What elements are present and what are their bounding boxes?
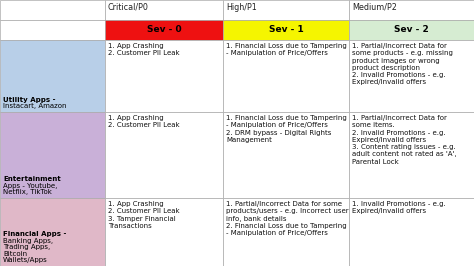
Bar (349, 0, 474, 20)
Bar (223, 20, 349, 40)
Bar (0, 0, 105, 20)
Bar (105, 198, 223, 266)
Text: 1. Partial/Incorrect Data for some
products/users - e.g. Incorrect user
info, ba: 1. Partial/Incorrect Data for some produ… (226, 201, 348, 236)
Bar (223, 0, 349, 20)
Bar (0, 40, 105, 112)
Text: Trading Apps,: Trading Apps, (3, 244, 50, 251)
Text: Critical/P0: Critical/P0 (108, 3, 149, 12)
Text: 1. App Crashing
2. Customer PII Leak: 1. App Crashing 2. Customer PII Leak (108, 115, 180, 128)
Bar (0, 20, 105, 40)
Text: Utility Apps -: Utility Apps - (3, 97, 55, 103)
Text: Medium/P2: Medium/P2 (352, 3, 397, 12)
Text: Sev - 1: Sev - 1 (269, 26, 303, 35)
Bar (349, 40, 474, 112)
Text: Entertainment: Entertainment (3, 176, 61, 182)
Bar (349, 198, 474, 266)
Bar (105, 20, 223, 40)
Text: Netflix, TikTok: Netflix, TikTok (3, 189, 52, 196)
Text: 1. App Crashing
2. Customer PII Leak: 1. App Crashing 2. Customer PII Leak (108, 43, 180, 56)
Text: 1. Partial/Incorrect Data for
some items.
2. Invalid Promotions - e.g.
Expired/I: 1. Partial/Incorrect Data for some items… (352, 115, 456, 164)
Text: 1. Partial/Incorrect Data for
some products - e.g. missing
product images or wro: 1. Partial/Incorrect Data for some produ… (352, 43, 453, 85)
Text: 1. Invalid Promotions - e.g.
Expired/Invalid offers: 1. Invalid Promotions - e.g. Expired/Inv… (352, 201, 446, 214)
Bar (349, 20, 474, 40)
Bar (349, 112, 474, 198)
Text: Banking Apps,: Banking Apps, (3, 238, 53, 244)
Bar (0, 198, 105, 266)
Bar (105, 40, 223, 112)
Text: Financial Apps -: Financial Apps - (3, 231, 66, 238)
Bar (223, 112, 349, 198)
Text: 1. App Crashing
2. Customer PII Leak
3. Tamper Financial
Transactions: 1. App Crashing 2. Customer PII Leak 3. … (108, 201, 180, 229)
Bar (105, 112, 223, 198)
Bar (105, 0, 223, 20)
Text: Bitcoin: Bitcoin (3, 251, 27, 257)
Text: Apps - Youtube,: Apps - Youtube, (3, 183, 57, 189)
Text: Wallets/Apps: Wallets/Apps (3, 257, 48, 264)
Text: Sev - 2: Sev - 2 (394, 26, 429, 35)
Bar (223, 40, 349, 112)
Text: High/P1: High/P1 (226, 3, 257, 12)
Text: Sev - 0: Sev - 0 (146, 26, 182, 35)
Bar (223, 198, 349, 266)
Bar (0, 112, 105, 198)
Text: Instacart, Amazon: Instacart, Amazon (3, 103, 66, 110)
Text: 1. Financial Loss due to Tampering
- Manipulation of Price/Offers
2. DRM bypass : 1. Financial Loss due to Tampering - Man… (226, 115, 347, 143)
Text: 1. Financial Loss due to Tampering
- Manipulation of Price/Offers: 1. Financial Loss due to Tampering - Man… (226, 43, 347, 56)
